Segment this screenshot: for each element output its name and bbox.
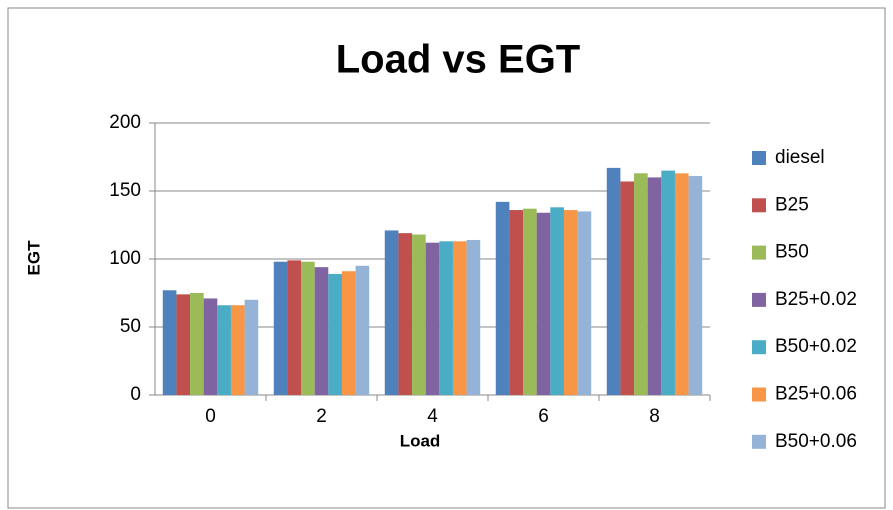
chart-title: Load vs EGT [336,38,581,82]
bar [384,230,399,395]
bar [273,261,288,395]
bar [217,305,231,395]
bar [495,201,510,395]
bar [577,211,592,395]
bar [688,176,703,395]
legend-label: B50+0.02 [775,336,857,357]
bar [536,212,551,395]
bar [287,260,302,395]
bar [412,234,426,395]
legend-swatch [752,387,766,402]
bar [190,293,204,395]
bar [620,181,635,395]
y-axis-title: EGT [24,240,43,276]
y-tick-label: 200 [109,112,141,133]
x-tick-label: 4 [427,406,438,427]
legend-swatch [752,151,766,165]
legend-swatch [752,198,766,213]
y-tick-label: 150 [109,180,141,201]
legend-swatch [752,292,766,307]
bar [162,290,177,395]
bar [606,167,621,395]
x-tick-label: 8 [649,406,660,427]
y-tick-label: 0 [130,384,141,405]
bar [509,210,524,395]
bar [176,294,191,395]
y-tick-label: 100 [109,248,141,269]
bar [328,273,342,395]
bar [647,177,662,395]
legend-label: B50 [775,242,809,263]
bar [452,241,467,395]
bar [634,173,648,395]
bar [355,265,370,395]
bar [398,233,413,395]
bar [425,242,440,395]
bar [439,241,453,395]
legend-label: B25 [775,194,809,215]
x-tick-label: 6 [538,406,549,427]
bar [550,207,564,395]
bar [244,299,259,395]
legend-label: diesel [775,147,825,168]
bar [230,305,245,395]
x-axis-title: Load [400,431,441,450]
bar [661,170,675,395]
legend-swatch [752,340,766,355]
legend-swatch [752,245,766,260]
x-tick-label: 2 [316,406,327,427]
legend-swatch [752,434,766,449]
bar [674,173,689,395]
legend-label: B25+0.02 [775,289,857,310]
bar [203,298,218,395]
bar [523,208,537,395]
x-tick-label: 0 [205,406,216,427]
bar [466,239,481,395]
legend-label: B25+0.06 [775,384,857,405]
legend-label: B50+0.06 [775,431,857,452]
bar [314,267,329,395]
bar [341,271,356,395]
bar [563,210,578,395]
bar [301,261,315,395]
y-tick-label: 50 [120,316,141,337]
